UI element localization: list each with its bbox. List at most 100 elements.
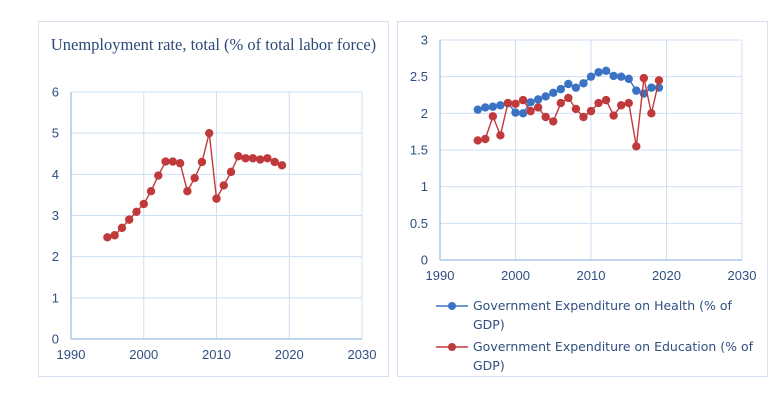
expenditure-series-0-point	[518, 109, 528, 118]
legend-marker-education-icon	[436, 343, 468, 351]
legend-marker-health-icon	[436, 302, 468, 310]
expenditure-series-0-point	[526, 98, 535, 107]
expenditure-series-1-point	[601, 95, 611, 105]
expenditure-series-1-point	[533, 103, 543, 112]
unemployment-series-0-point	[190, 173, 199, 183]
unemployment-series-0-point	[139, 199, 148, 209]
expenditure-series-1-point	[639, 73, 649, 83]
expenditure-series-1-point	[481, 134, 490, 144]
expenditure-series-0-point	[624, 74, 633, 84]
expenditure-series-0-point	[473, 105, 482, 114]
legend-label-health: Government Expenditure on Health (% of G…	[473, 298, 732, 332]
legend-item-health: Government Expenditure on Health (% of G…	[436, 296, 766, 334]
expenditure-series-0-point	[647, 83, 656, 92]
unemployment-series-0-point	[183, 187, 192, 196]
unemployment-series-0-point	[197, 157, 207, 167]
unemployment-series-0-point	[103, 233, 112, 242]
expenditure-y-tick-label: 1.5	[410, 143, 428, 158]
unemployment-series-0-point	[226, 167, 236, 177]
unemployment-x-tick-label: 2030	[348, 347, 377, 362]
expenditure-series-1-point	[518, 95, 528, 105]
expenditure-x-tick-label: 2020	[652, 268, 681, 283]
expenditure-series-0-point	[586, 72, 596, 81]
unemployment-series-0-point	[146, 187, 156, 196]
unemployment-y-tick-label: 1	[52, 290, 59, 305]
expenditure-series-0-point	[609, 71, 618, 81]
expenditure-y-tick-label: 0.5	[410, 216, 428, 231]
expenditure-x-tick-label: 1990	[426, 268, 455, 283]
expenditure-series-0-point	[579, 79, 588, 88]
unemployment-series-0-point	[234, 152, 243, 161]
expenditure-series-1-line	[477, 77, 660, 147]
unemployment-series-0-point	[132, 207, 141, 216]
unemployment-series-0-point	[255, 155, 265, 164]
expenditure-y-tick-label: 2	[421, 106, 428, 121]
unemployment-series-0-line	[107, 133, 283, 238]
unemployment-x-tick-label: 2010	[202, 347, 231, 362]
unemployment-series-0-point	[168, 157, 178, 166]
unemployment-y-tick-label: 5	[52, 126, 59, 141]
expenditure-series-0-point	[564, 79, 573, 89]
unemployment-series-0-point	[125, 215, 134, 224]
unemployment-series-0-point	[212, 194, 221, 203]
unemployment-y-tick-label: 2	[52, 249, 59, 264]
unemployment-x-tick-label: 2000	[129, 347, 158, 362]
expenditure-series-1-point	[654, 76, 664, 85]
unemployment-series-0-point	[110, 231, 119, 240]
expenditure-series-1-point	[549, 117, 558, 126]
expenditure-series-1-point	[624, 98, 633, 108]
expenditure-series-0-point	[601, 66, 611, 76]
expenditure-series-0-point	[488, 102, 498, 111]
expenditure-series-1-point	[579, 112, 588, 122]
unemployment-x-tick-label: 2020	[275, 347, 304, 362]
expenditure-series-0-point	[533, 95, 543, 104]
unemployment-y-tick-label: 6	[52, 85, 59, 100]
expenditure-series-1-point	[594, 98, 603, 108]
expenditure-series-1-point	[473, 136, 482, 145]
expenditure-series-1-point	[609, 111, 618, 120]
legend-label-education: Government Expenditure on Education (% o…	[473, 339, 754, 373]
unemployment-y-tick-label: 4	[52, 167, 59, 182]
expenditure-series-1-point	[632, 142, 641, 151]
expenditure-series-1-point	[526, 106, 535, 116]
expenditure-x-tick-label: 2010	[577, 268, 606, 283]
unemployment-series-0-point	[277, 161, 287, 170]
expenditure-y-tick-label: 2.5	[410, 69, 428, 84]
unemployment-series-0-point	[270, 157, 279, 167]
unemployment-series-0-point	[205, 128, 214, 138]
unemployment-series-0-point	[117, 223, 127, 233]
expenditure-y-tick-label: 0	[421, 253, 428, 268]
expenditure-y-tick-label: 1	[421, 179, 428, 194]
unemployment-series-0-point	[175, 159, 185, 168]
expenditure-series-0-point	[556, 84, 565, 94]
expenditure-y-tick-label: 3	[421, 33, 428, 48]
legend-item-education: Government Expenditure on Education (% o…	[436, 337, 766, 375]
expenditure-series-0-point	[594, 68, 603, 77]
expenditure-series-0-point	[511, 108, 520, 117]
expenditure-series-1-point	[647, 109, 656, 118]
expenditure-x-tick-label: 2030	[728, 268, 757, 283]
expenditure-series-1-point	[541, 112, 550, 122]
expenditure-series-0-point	[571, 83, 581, 92]
expenditure-legend: Government Expenditure on Health (% of G…	[436, 296, 766, 378]
unemployment-series-0-point	[263, 154, 272, 163]
expenditure-series-1-point	[496, 131, 505, 140]
unemployment-y-tick-label: 0	[52, 332, 59, 347]
unemployment-series-0-point	[219, 181, 228, 190]
expenditure-x-tick-label: 2000	[501, 268, 530, 283]
expenditure-series-1-point	[556, 98, 565, 108]
expenditure-series-1-point	[586, 106, 596, 116]
unemployment-series-0-point	[241, 154, 250, 163]
unemployment-series-0-point	[248, 154, 258, 163]
expenditure-series-1-point	[488, 112, 498, 121]
unemployment-chart-title: Unemployment rate, total (% of total lab…	[50, 35, 377, 54]
unemployment-series-0-point	[161, 157, 170, 166]
expenditure-series-1-point	[511, 99, 520, 109]
expenditure-series-0-point	[496, 101, 505, 110]
expenditure-series-1-point	[503, 98, 513, 108]
expenditure-series-0-point	[541, 92, 550, 101]
expenditure-series-0-point	[632, 86, 641, 95]
unemployment-y-tick-label: 3	[52, 208, 59, 223]
unemployment-x-tick-label: 1990	[57, 347, 86, 362]
